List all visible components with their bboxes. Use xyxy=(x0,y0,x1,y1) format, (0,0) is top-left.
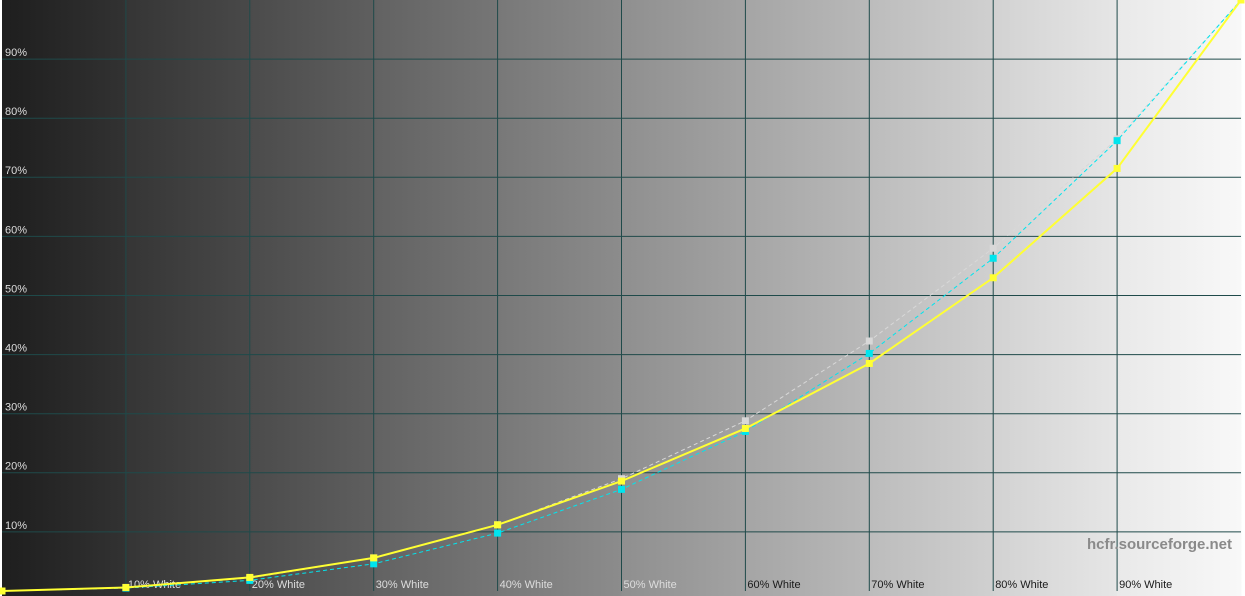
background-band xyxy=(1117,0,1242,596)
x-tick-label: 80% White xyxy=(995,579,1048,591)
y-tick-label: 60% xyxy=(5,224,27,236)
data-point xyxy=(989,244,997,252)
x-tick-label: 60% White xyxy=(747,579,800,591)
y-tick-label: 70% xyxy=(5,165,27,177)
data-point xyxy=(246,573,254,581)
y-tick-label: 10% xyxy=(5,520,27,532)
data-point xyxy=(989,274,997,282)
y-tick-label: 20% xyxy=(5,461,27,473)
x-tick-label: 50% White xyxy=(624,579,677,591)
data-point xyxy=(865,349,873,357)
y-tick-label: 30% xyxy=(5,402,27,414)
background-band xyxy=(373,0,499,596)
data-point xyxy=(741,424,749,432)
background-band xyxy=(249,0,375,596)
watermark: hcfr.sourceforge.net xyxy=(1087,536,1232,553)
data-point xyxy=(494,521,502,529)
x-tick-label: 90% White xyxy=(1119,579,1172,591)
data-point xyxy=(865,359,873,367)
data-point xyxy=(370,554,378,562)
data-point xyxy=(0,587,6,595)
x-tick-label: 30% White xyxy=(376,579,429,591)
y-tick-label: 80% xyxy=(5,106,27,118)
data-point xyxy=(1113,137,1121,145)
x-tick-label: 20% White xyxy=(252,579,305,591)
data-point xyxy=(618,485,625,493)
background-band xyxy=(745,0,870,596)
data-point xyxy=(989,254,997,262)
data-point xyxy=(1113,164,1121,172)
y-tick-label: 50% xyxy=(5,283,27,295)
data-point xyxy=(122,583,130,591)
background-band xyxy=(621,0,746,596)
data-point xyxy=(618,477,625,485)
background-band xyxy=(993,0,1118,596)
x-tick-label: 40% White xyxy=(500,579,553,591)
data-point xyxy=(370,560,378,568)
background-band xyxy=(2,0,127,596)
data-point xyxy=(494,529,502,537)
data-point xyxy=(741,417,749,425)
background-band xyxy=(125,0,251,596)
y-tick-label: 90% xyxy=(5,47,27,59)
background-band xyxy=(497,0,622,596)
data-point xyxy=(1237,0,1245,4)
data-point xyxy=(865,337,873,345)
y-tick-label: 40% xyxy=(5,343,27,355)
background-band xyxy=(869,0,994,596)
x-tick-label: 70% White xyxy=(871,579,924,591)
